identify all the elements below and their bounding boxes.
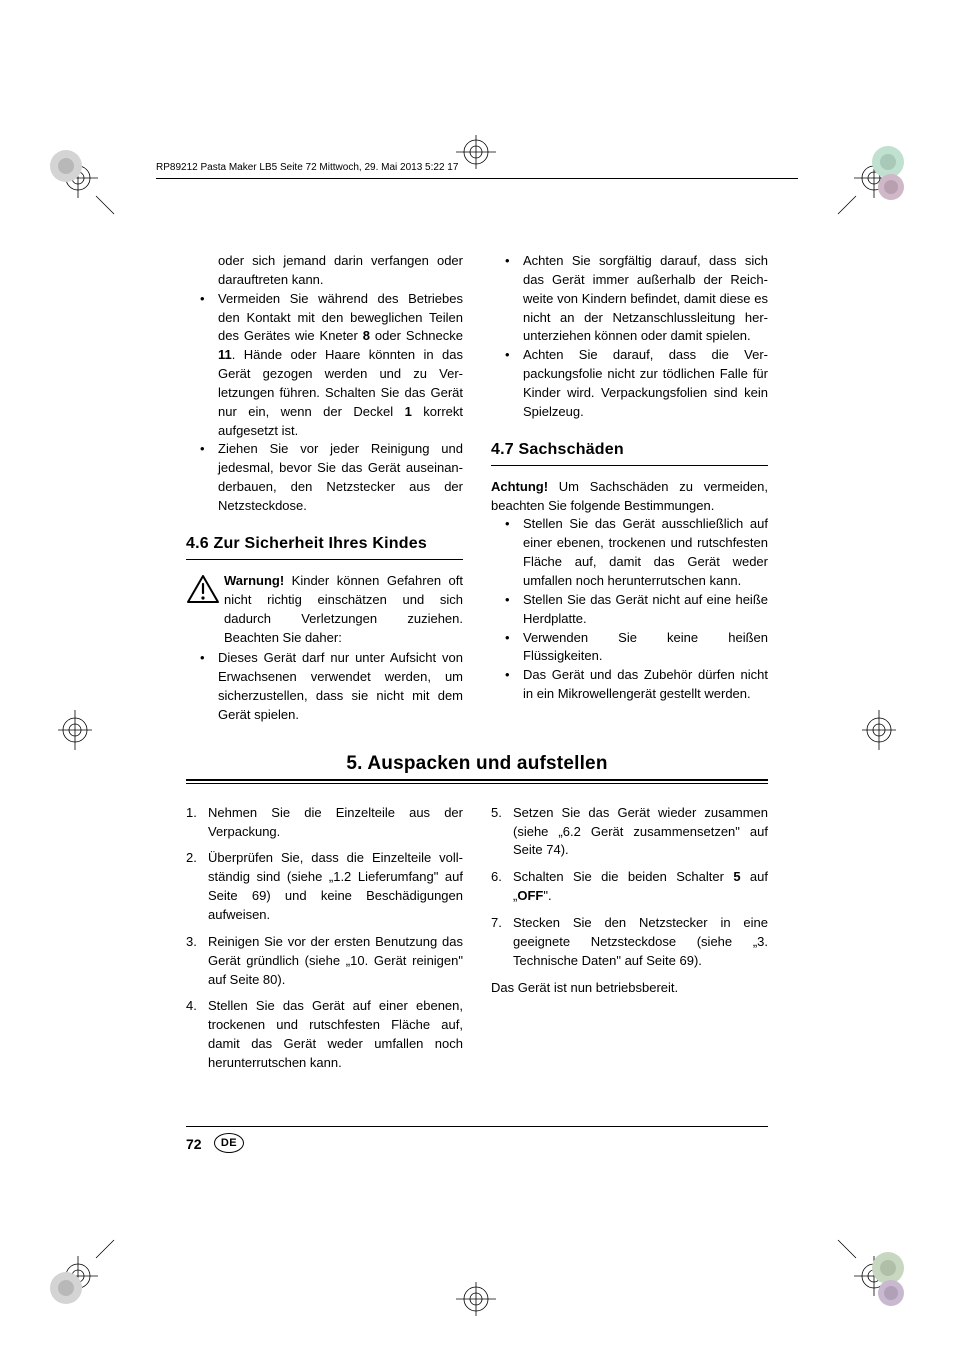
upper-columns: oder sich jemand darin verfangen oder da… — [186, 252, 768, 725]
step-item: 5. Setzen Sie das Gerät wieder zusammen (… — [491, 804, 768, 861]
step-number: 7. — [491, 914, 502, 933]
step-number: 1. — [186, 804, 197, 823]
list-item: Vermeiden Sie während des Betriebes den … — [186, 290, 463, 441]
right-column: Achten Sie sorgfältig darauf, dass sich … — [491, 252, 768, 725]
ref-num: 8 — [363, 328, 370, 343]
continued-para: oder sich jemand darin verfangen oder da… — [218, 252, 463, 290]
footer-rule — [186, 1126, 768, 1127]
step-text: Setzen Sie das Gerät wieder zusammen (si… — [513, 805, 768, 858]
achtung-para: Achtung! Um Sachschäden zu vermeiden, be… — [491, 478, 768, 516]
subhead-rule — [491, 465, 768, 466]
text: ". — [543, 888, 551, 903]
list-item: Ziehen Sie vor jeder Reinigung und jedes… — [186, 440, 463, 515]
star-top-left — [48, 148, 84, 189]
right-column: 5. Setzen Sie das Gerät wieder zusammen (… — [491, 804, 768, 1081]
ref-num: 1 — [405, 404, 412, 419]
cropmark-mid-right — [862, 700, 896, 760]
achtung-label: Achtung! — [491, 479, 548, 494]
step-number: 2. — [186, 849, 197, 868]
star-bot-right-b — [876, 1278, 906, 1313]
subhead-4-7: 4.7 Sachschäden — [491, 438, 768, 461]
list-item: Stellen Sie das Gerät ausschließlich auf… — [491, 515, 768, 590]
star-bot-left — [48, 1270, 84, 1311]
warning-label: Warnung! — [224, 573, 284, 588]
step-number: 5. — [491, 804, 502, 823]
list-item: Achten Sie sorgfältig darauf, dass sich … — [491, 252, 768, 346]
subhead-rule — [186, 559, 463, 560]
section-5-heading: 5. Auspacken und aufstellen — [186, 753, 768, 775]
step-item: 4. Stellen Sie das Gerät auf einer ebenen… — [186, 997, 463, 1072]
step-item: 2. Überprüfen Sie, dass die Einzelteile v… — [186, 849, 463, 924]
ref-num: 11 — [218, 347, 232, 362]
warning-triangle-icon — [186, 574, 220, 610]
left-column: 1. Nehmen Sie die Einzelteile aus der Ver… — [186, 804, 463, 1081]
step-text: Überprüfen Sie, dass die Einzelteile vol… — [208, 850, 463, 922]
lower-columns: 1. Nehmen Sie die Einzelteile aus der Ver… — [186, 804, 768, 1081]
final-para: Das Gerät ist nun betriebsbereit. — [491, 979, 768, 998]
list-item: Achten Sie darauf, dass die Ver­packungs… — [491, 346, 768, 421]
cropmark-bot-center — [446, 1282, 506, 1316]
list-item: Dieses Gerät darf nur unter Aufsicht von… — [186, 649, 463, 724]
left-column: oder sich jemand darin verfangen oder da… — [186, 252, 463, 725]
step-number: 3. — [186, 933, 197, 952]
cropmark-mid-left — [58, 700, 92, 760]
page-number: 72 — [186, 1136, 202, 1152]
list-item: Das Gerät und das Zubehör dürfen nicht i… — [491, 666, 768, 704]
list-item: Verwenden Sie keine heißen Flüssigkeiten… — [491, 629, 768, 667]
step-item: 7. Stecken Sie den Netzstecker in eine ge… — [491, 914, 768, 971]
step-number: 4. — [186, 997, 197, 1016]
step-text: Reinigen Sie vor der ersten Benutzung da… — [208, 934, 463, 987]
page-content: oder sich jemand darin verfangen oder da… — [186, 252, 768, 1081]
step-text: Stecken Sie den Netzstecker in eine geei… — [513, 915, 768, 968]
text: oder Schne­cke — [370, 328, 463, 343]
subhead-4-6: 4.6 Zur Sicherheit Ihres Kindes — [186, 532, 463, 555]
off-label: OFF — [517, 888, 543, 903]
double-rule — [186, 779, 768, 784]
text: Schalten Sie die beiden Schalter — [513, 869, 733, 884]
step-text: Nehmen Sie die Einzelteile aus der Verpa… — [208, 805, 463, 839]
ref-num: 5 — [733, 869, 740, 884]
step-number: 6. — [491, 868, 502, 887]
running-header: RP89212 Pasta Maker LB5 Seite 72 Mittwoc… — [156, 162, 458, 173]
language-badge: DE — [214, 1133, 244, 1153]
step-item: 1. Nehmen Sie die Einzelteile aus der Ver… — [186, 804, 463, 842]
step-item: 6.Schalten Sie die beiden Schalter 5 auf… — [491, 868, 768, 906]
warning-block: Warnung! Kinder können Gefah­ren oft nic… — [186, 572, 463, 647]
header-rule — [156, 178, 798, 179]
list-item: Stellen Sie das Gerät nicht auf eine hei… — [491, 591, 768, 629]
section-5-heading-wrap: 5. Auspacken und aufstellen — [186, 753, 768, 775]
star-top-right-b — [876, 172, 906, 207]
step-item: 3. Reinigen Sie vor der ersten Benutzung … — [186, 933, 463, 990]
step-text: Stellen Sie das Gerät auf einer ebenen, … — [208, 998, 463, 1070]
